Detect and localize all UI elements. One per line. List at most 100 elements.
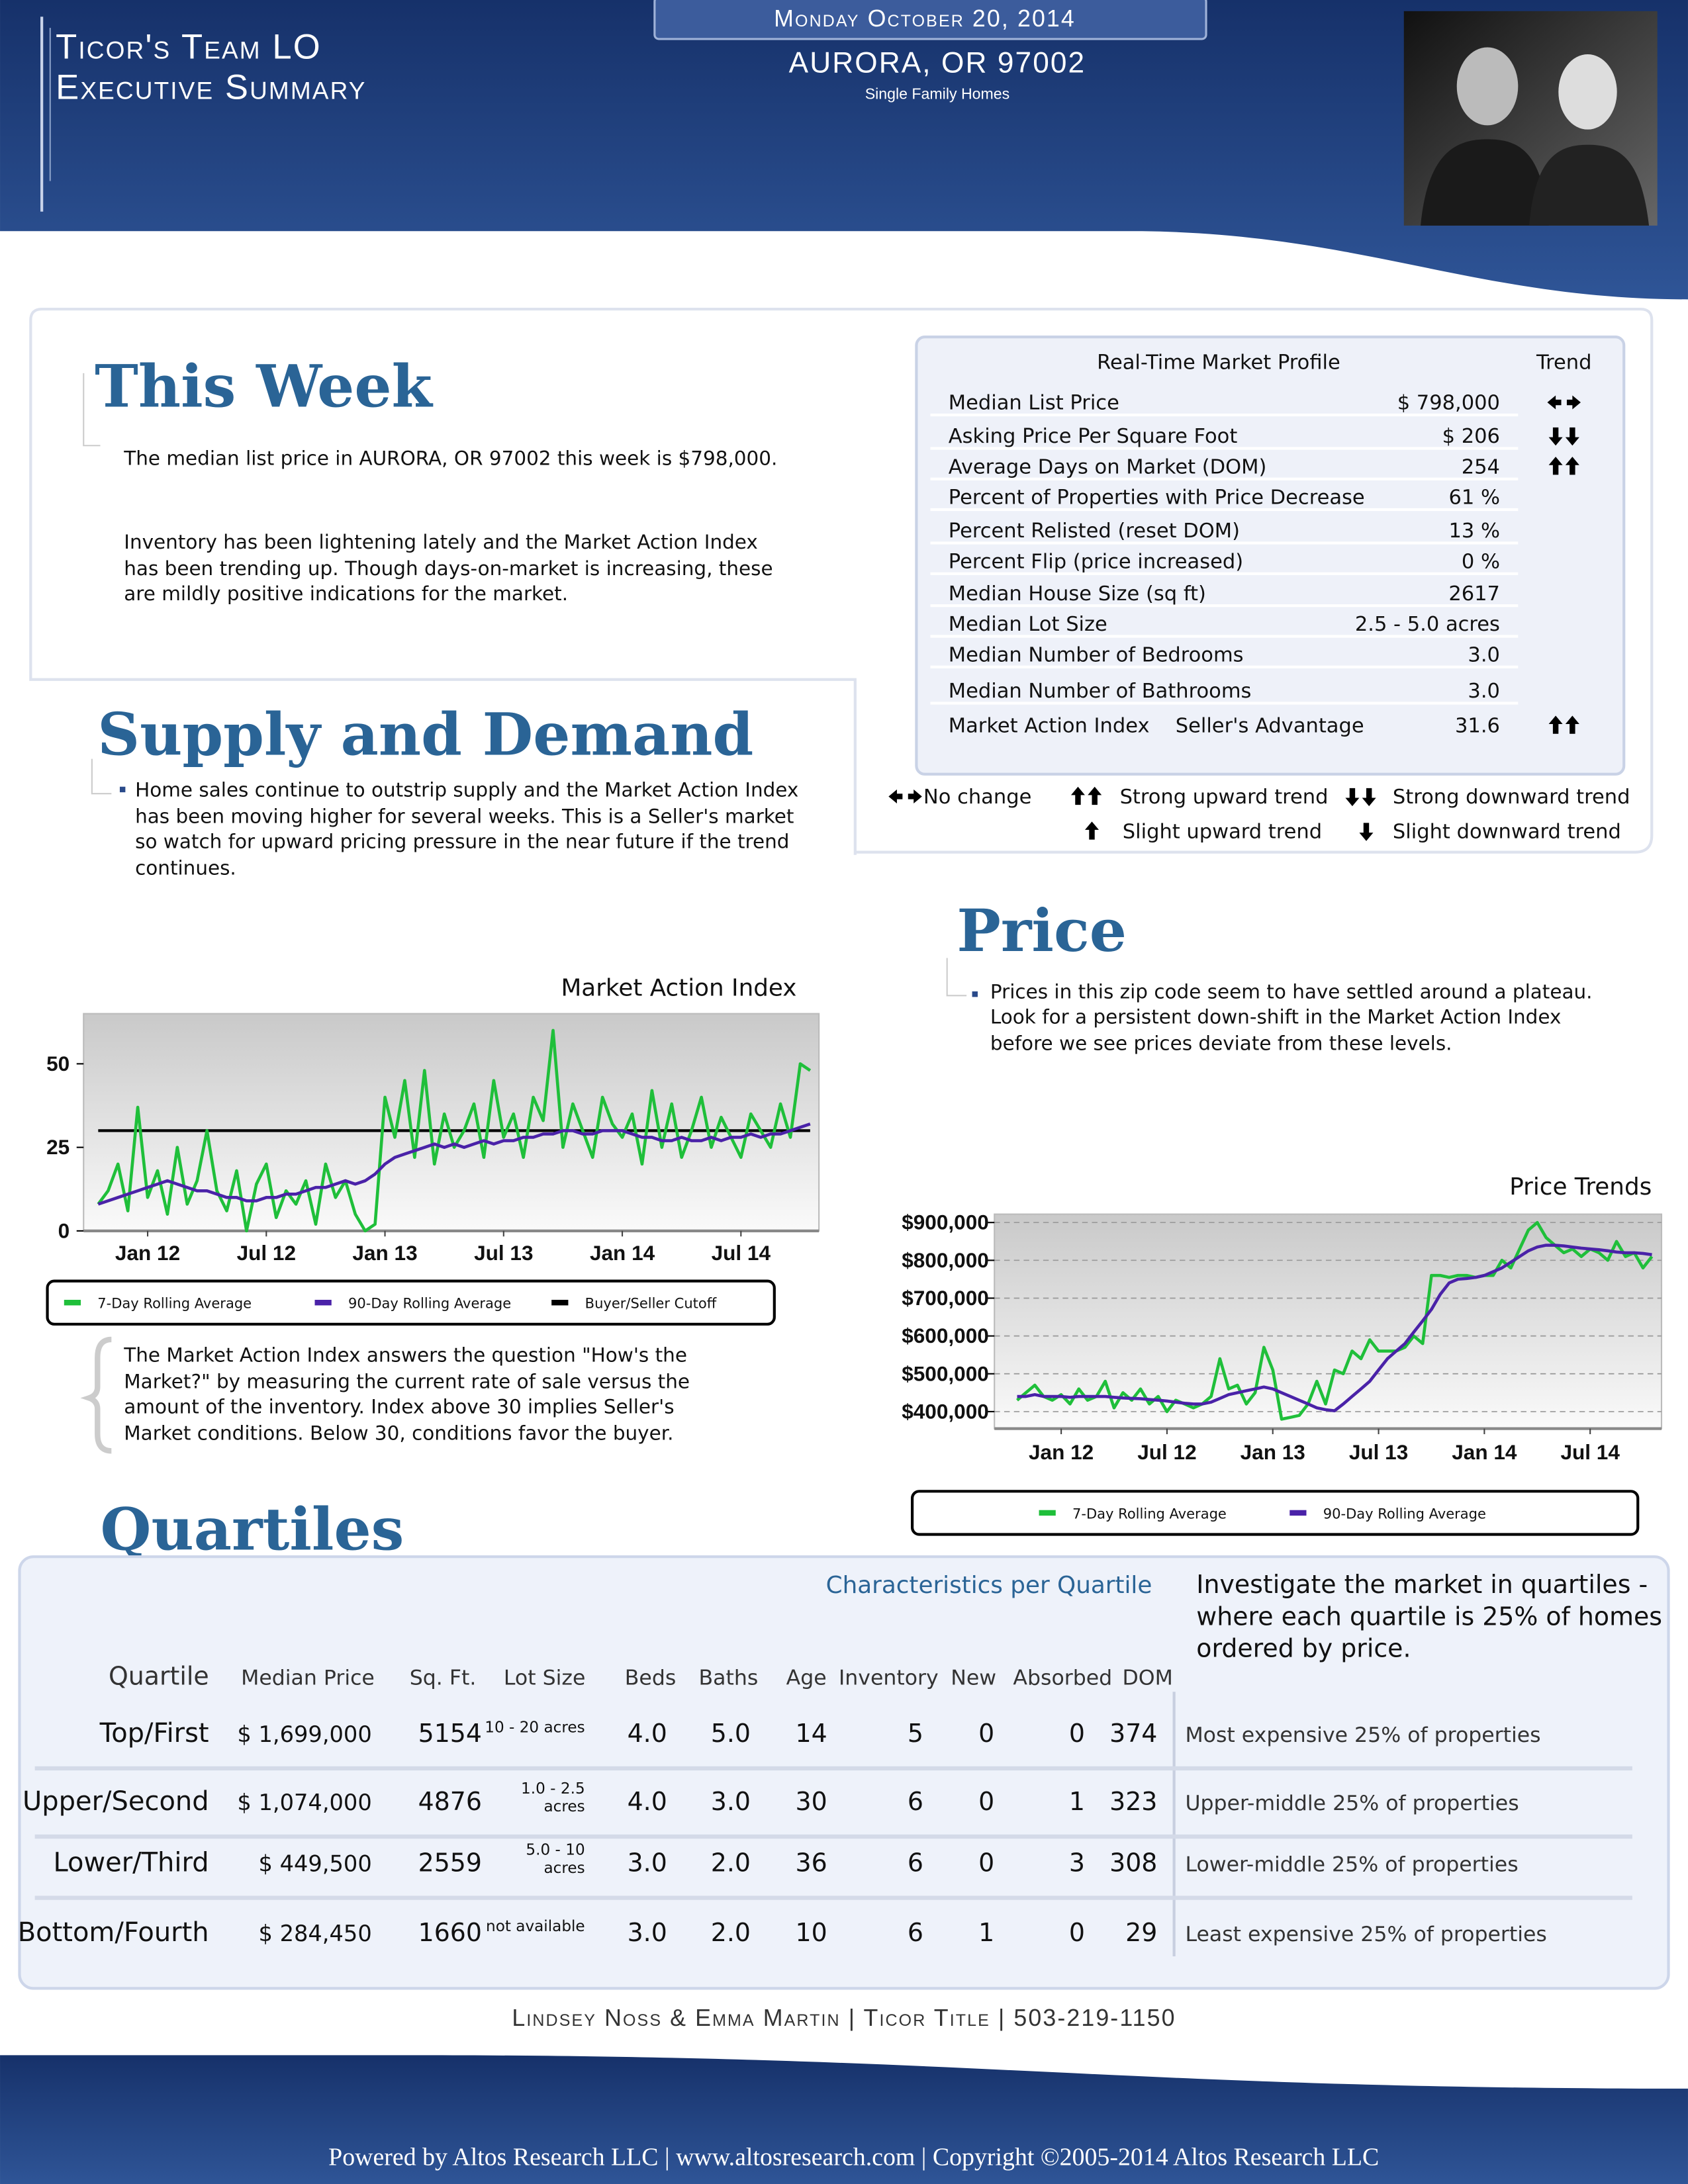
profile-label: Median House Size (sq ft): [949, 582, 1206, 606]
cell: 0: [978, 1848, 994, 1878]
photo-body: [1529, 144, 1650, 226]
cell: $ 1,074,000: [237, 1790, 371, 1815]
legend-swatch: [1289, 1510, 1307, 1516]
x-tick-label: Jul 12: [1137, 1440, 1196, 1464]
quartile-name: Lower/Third: [53, 1848, 209, 1878]
cell: 6: [908, 1787, 923, 1816]
bullet: [972, 991, 978, 997]
x-tick-label: Jan 12: [115, 1241, 180, 1265]
cell: 4876: [418, 1787, 482, 1816]
lot-size: 5.0 - 10: [526, 1841, 585, 1858]
cell: 323: [1109, 1787, 1157, 1816]
column-header: DOM: [1122, 1666, 1172, 1690]
x-tick-label: Jul 14: [712, 1241, 771, 1265]
profile-value: 3.0: [1468, 680, 1500, 703]
x-tick-label: Jul 12: [237, 1241, 296, 1265]
legend-label: 90-Day Rolling Average: [1323, 1505, 1486, 1522]
column-header: Beds: [625, 1666, 677, 1690]
profile-label: Median List Price: [949, 392, 1119, 415]
column-header: Lot Size: [504, 1666, 585, 1690]
profile-label: Average Days on Market (DOM): [949, 455, 1267, 478]
paragraph: has been trending up. Though days-on-mar…: [124, 557, 773, 580]
quartile-name: Bottom/Fourth: [18, 1917, 209, 1948]
trend-legend-label: Strong upward trend: [1120, 786, 1329, 809]
y-tick-label: $700,000: [902, 1286, 989, 1310]
profile-label: Percent Relisted (reset DOM): [949, 520, 1240, 543]
y-tick-label: $900,000: [902, 1210, 989, 1234]
y-tick-label: $500,000: [902, 1361, 989, 1385]
lot-size: acres: [543, 1860, 585, 1877]
paragraph: Home sales continue to outstrip supply a…: [135, 778, 798, 801]
section-heading: Price: [957, 896, 1127, 965]
lot-size: 10 - 20 acres: [485, 1719, 585, 1736]
profile-value: 254: [1462, 455, 1500, 478]
profile-panel: [915, 336, 1626, 776]
column-header: Quartile: [109, 1662, 209, 1691]
legend-swatch: [551, 1300, 569, 1306]
trend-icon: [888, 789, 903, 803]
profile-label: Percent of Properties with Price Decreas…: [949, 486, 1365, 510]
profile-value: 2.5 - 5.0 acres: [1355, 613, 1500, 636]
y-tick-label: $800,000: [902, 1248, 989, 1272]
cell: 0: [978, 1787, 994, 1816]
trend-icon: [1548, 457, 1563, 475]
photo-body: [1421, 139, 1549, 226]
legend-swatch: [314, 1300, 332, 1306]
table-caption: Characteristics per Quartile: [826, 1572, 1152, 1599]
profile-value: $ 206: [1442, 425, 1500, 448]
paragraph: ordered by price.: [1196, 1634, 1411, 1663]
profile-note: Seller's Advantage: [1176, 715, 1364, 738]
profile-label: Median Number of Bedrooms: [949, 643, 1244, 666]
bullet: [119, 786, 126, 793]
cell: 1: [978, 1918, 994, 1947]
section-heading: This Week: [95, 351, 434, 420]
trend-icon: [1565, 715, 1579, 734]
paragraph: The Market Action Index answers the ques…: [123, 1344, 687, 1367]
quartile-panel: [18, 1555, 1670, 1990]
cell: 2.0: [711, 1848, 751, 1878]
trend-legend-label: Slight upward trend: [1123, 821, 1322, 844]
paragraph: Prices in this zip code seem to have set…: [990, 981, 1593, 1003]
heading-bracket: [946, 958, 967, 997]
column-header: Baths: [698, 1666, 758, 1690]
cell: $ 449,500: [258, 1851, 371, 1877]
quartile-name: Upper/Second: [23, 1786, 209, 1817]
cell: 0: [1069, 1719, 1085, 1748]
trend-icon: [1359, 823, 1374, 841]
cell: 3: [1069, 1848, 1085, 1878]
column-header: Median Price: [241, 1666, 375, 1690]
x-tick-label: Jan 12: [1029, 1440, 1094, 1464]
legend-swatch: [64, 1300, 81, 1306]
legend-label: 90-Day Rolling Average: [348, 1295, 511, 1312]
header-band: [0, 0, 1688, 300]
trend-icon: [1548, 715, 1563, 734]
column-header: Absorbed: [1013, 1666, 1112, 1690]
column-header: Age: [786, 1666, 827, 1690]
contact-line: Lindsey Noss & Emma Martin | Ticor Title…: [512, 2005, 1176, 2031]
plot-area: [83, 1013, 820, 1232]
trend-icon: [1362, 788, 1376, 807]
profile-label: Market Action Index: [949, 715, 1150, 738]
date-box: [653, 0, 1207, 40]
paragraph: The median list price in AURORA, OR 9700…: [123, 447, 777, 470]
trend-icon: [1565, 457, 1579, 475]
brace: [80, 1336, 112, 1454]
cell: 5.0: [711, 1719, 751, 1748]
x-tick-label: Jan 13: [352, 1241, 417, 1265]
profile-label: Asking Price Per Square Foot: [949, 425, 1238, 448]
x-tick-label: Jul 13: [474, 1241, 533, 1265]
paragraph: Look for a persistent down-shift in the …: [990, 1005, 1561, 1028]
cell: 5154: [418, 1719, 482, 1748]
legend-label: Buyer/Seller Cutoff: [585, 1295, 717, 1312]
paragraph: where each quartile is 25% of homes: [1196, 1602, 1662, 1631]
trend-icon: [1070, 786, 1085, 805]
paragraph: continues.: [135, 856, 236, 879]
lot-size: acres: [543, 1798, 585, 1815]
lot-size: 1.0 - 2.5: [521, 1780, 585, 1797]
quartile-description: Most expensive 25% of properties: [1185, 1723, 1540, 1747]
header-title: Executive Summary: [56, 68, 366, 107]
profile-value: 31.6: [1455, 715, 1500, 738]
cell: 4.0: [628, 1787, 667, 1816]
x-tick-label: Jul 13: [1349, 1440, 1408, 1464]
cell: $ 1,699,000: [237, 1721, 371, 1747]
